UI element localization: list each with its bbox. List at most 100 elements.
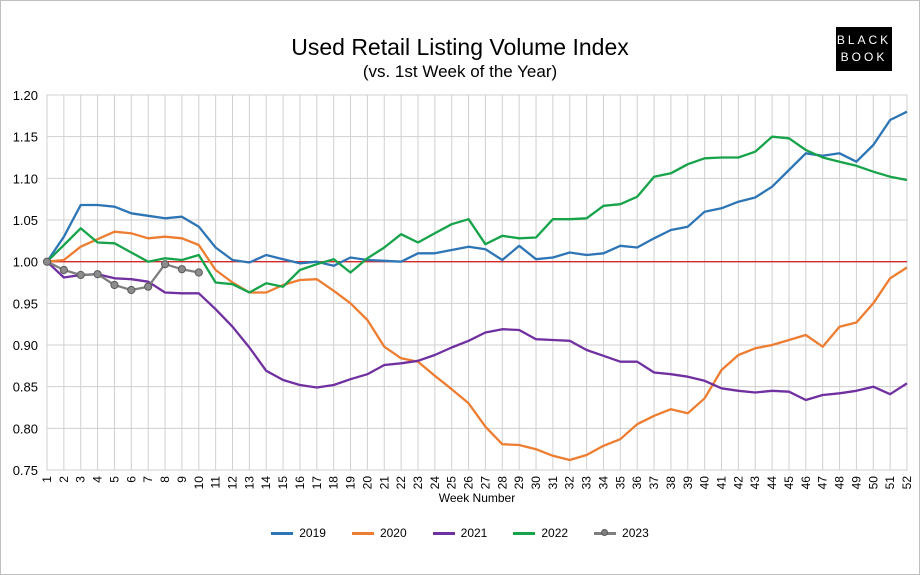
x-tick-label: 3 — [74, 476, 88, 483]
x-tick-label: 7 — [141, 476, 155, 483]
x-tick-label: 12 — [225, 476, 239, 490]
x-tick-label: 42 — [731, 476, 745, 490]
y-tick-label: 1.05 — [13, 213, 38, 228]
y-tick-label: 0.80 — [13, 421, 38, 436]
legend-label-2020: 2020 — [379, 526, 407, 540]
x-tick-label: 21 — [377, 476, 391, 490]
x-tick-label: 32 — [563, 476, 577, 490]
chart-legend: 2019 2020 2021 2022 2023 — [0, 526, 920, 540]
logo-line-1: BLACK — [836, 33, 892, 47]
x-tick-label: 22 — [394, 476, 408, 490]
data-point-2023 — [42, 257, 52, 266]
x-tick-label: 23 — [411, 476, 425, 490]
x-tick-label: 38 — [664, 476, 678, 490]
y-tick-label: 1.10 — [13, 171, 38, 186]
x-tick-label: 10 — [192, 476, 206, 490]
legend-marker-2023 — [601, 528, 609, 536]
x-tick-label: 40 — [698, 476, 712, 490]
x-tick-label: 31 — [546, 476, 560, 490]
y-tick-label: 0.95 — [13, 296, 38, 311]
plot-area — [46, 94, 908, 471]
data-point-2023 — [59, 265, 68, 275]
y-tick-label: 0.85 — [13, 380, 38, 395]
data-point-2023 — [160, 260, 170, 269]
x-tick-label: 30 — [529, 476, 543, 490]
x-tick-label: 14 — [259, 476, 273, 490]
legend-label-2023: 2023 — [622, 526, 649, 540]
x-tick-label: 26 — [462, 476, 476, 490]
chart-subtitle: (vs. 1st Week of the Year) — [362, 62, 558, 81]
legend-swatch-2021 — [432, 531, 455, 535]
x-tick-label: 13 — [242, 476, 256, 490]
x-tick-label: 2 — [57, 476, 71, 483]
legend-label-2021: 2021 — [460, 526, 488, 540]
x-tick-label: 8 — [158, 476, 172, 483]
series-line-2020 — [46, 230, 908, 462]
series-line-2019 — [46, 110, 908, 267]
y-tick-label: 1.15 — [13, 130, 38, 145]
data-point-2023 — [93, 270, 102, 279]
x-tick-label: 17 — [310, 476, 324, 490]
y-tick-label: 0.90 — [13, 338, 38, 353]
data-point-2023 — [127, 285, 136, 295]
x-tick-label: 18 — [327, 476, 341, 490]
legend-item-2022: 2022 — [513, 526, 568, 540]
x-tick-label: 16 — [293, 476, 307, 490]
x-tick-label: 1 — [40, 476, 54, 483]
legend-item-2019: 2019 — [271, 526, 326, 540]
x-tick-label: 44 — [765, 476, 779, 490]
data-point-2023 — [76, 270, 85, 280]
x-tick-label: 29 — [512, 476, 526, 490]
black-book-logo: BLACK BOOK — [836, 27, 892, 71]
x-tick-label: 5 — [107, 476, 121, 483]
x-tick-label: 50 — [866, 476, 880, 490]
x-tick-label: 4 — [91, 476, 105, 483]
legend-swatch-2023 — [594, 528, 617, 536]
data-point-2023 — [110, 280, 119, 290]
x-tick-label: 41 — [715, 476, 729, 490]
x-tick-label: 46 — [799, 476, 813, 490]
y-tick-label: 1.20 — [13, 88, 38, 103]
x-tick-label: 24 — [428, 476, 442, 490]
series-line-2023 — [46, 260, 200, 292]
x-tick-label: 6 — [124, 476, 138, 483]
x-tick-label: 33 — [580, 476, 594, 490]
x-tick-label: 20 — [360, 476, 374, 490]
legend-swatch-2019 — [271, 531, 294, 535]
data-point-2023 — [194, 268, 203, 277]
x-tick-label: 9 — [175, 476, 189, 483]
x-tick-label: 52 — [900, 476, 914, 490]
series-line-2022 — [46, 135, 908, 294]
x-tick-label: 28 — [495, 476, 509, 490]
legend-label-2019: 2019 — [299, 526, 326, 540]
x-tick-label: 48 — [833, 476, 847, 490]
legend-label-2022: 2022 — [541, 526, 569, 540]
x-tick-label: 15 — [276, 476, 290, 490]
x-tick-label: 51 — [883, 476, 897, 490]
y-tick-label: 0.75 — [13, 463, 38, 478]
chart-title: Used Retail Listing Volume Index — [291, 34, 629, 60]
legend-item-2021: 2021 — [432, 526, 488, 540]
x-tick-label: 19 — [344, 476, 358, 490]
data-point-2023 — [144, 282, 153, 291]
x-tick-label: 37 — [647, 476, 661, 490]
data-point-2023 — [177, 265, 187, 274]
x-tick-label: 49 — [849, 476, 863, 490]
x-tick-label: 27 — [478, 476, 492, 490]
x-tick-label: 25 — [445, 476, 459, 490]
legend-item-2023: 2023 — [594, 526, 649, 540]
x-tick-label: 36 — [630, 476, 644, 490]
x-tick-label: 47 — [816, 476, 830, 490]
x-tick-label: 11 — [209, 476, 223, 489]
x-tick-label: 45 — [782, 476, 796, 490]
x-axis-label: Week Number — [439, 491, 515, 505]
x-tick-label: 43 — [748, 476, 762, 490]
legend-swatch-2022 — [513, 531, 536, 535]
logo-line-2: BOOK — [840, 50, 888, 64]
x-tick-label: 34 — [596, 476, 610, 490]
y-tick-label: 1.00 — [13, 255, 38, 270]
legend-item-2020: 2020 — [351, 526, 407, 540]
series-line-2021 — [46, 260, 908, 402]
legend-swatch-2020 — [351, 531, 374, 535]
